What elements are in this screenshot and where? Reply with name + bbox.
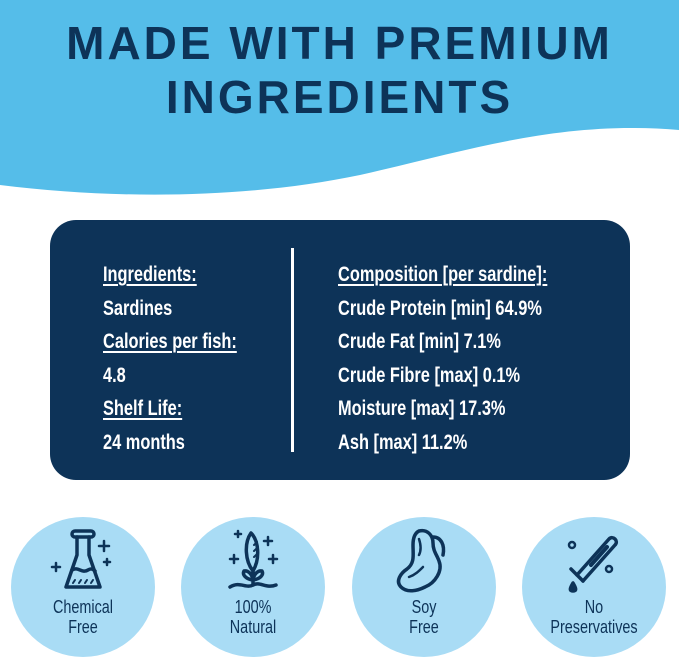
composition-protein: Crude Protein [min] 64.9% (338, 296, 542, 320)
info-panel: Ingredients: Sardines Calories per fish:… (50, 220, 630, 480)
calories-value: 4.8 (103, 363, 126, 387)
ingredients-value: Sardines (103, 296, 173, 320)
header-wave-background (0, 0, 679, 195)
badge-label: No Preservatives (550, 597, 638, 637)
badge-no-preservatives: No Preservatives (522, 517, 666, 657)
composition-fibre: Crude Fibre [max] 0.1% (338, 363, 521, 387)
ingredients-column: Ingredients: Sardines Calories per fish:… (103, 258, 275, 459)
column-divider (291, 248, 294, 452)
soybean-icon (396, 528, 446, 593)
title-line-1: Made with Premium (66, 17, 613, 69)
title-line-2: Ingredients (165, 71, 514, 123)
calories-label: Calories per fish: (103, 330, 237, 353)
badge-chemical-free: Chemical Free (11, 517, 155, 657)
badge-label: Chemical Free (52, 597, 114, 637)
badge-label: 100% Natural (229, 597, 277, 637)
test-tube-icon (567, 535, 619, 593)
flask-icon (50, 529, 112, 589)
composition-fat: Crude Fat [min] 7.1% (338, 330, 501, 353)
composition-moisture: Moisture [max] 17.3% (338, 397, 506, 420)
composition-ash: Ash [max] 11.2% (338, 430, 468, 454)
badge-soy-free: Soy Free (352, 517, 496, 657)
composition-column: Composition [per sardine]: Crude Protein… (338, 258, 606, 459)
badge-natural: 100% Natural (181, 517, 325, 657)
sprout-icon (228, 529, 279, 589)
ingredients-label: Ingredients: (103, 263, 197, 286)
shelf-life-label: Shelf Life: (103, 397, 183, 420)
composition-label: Composition [per sardine]: (338, 263, 548, 286)
badge-label: Soy Free (409, 597, 439, 637)
shelf-life-value: 24 months (103, 430, 185, 454)
page-title: Made with Premium Ingredients (0, 16, 679, 124)
